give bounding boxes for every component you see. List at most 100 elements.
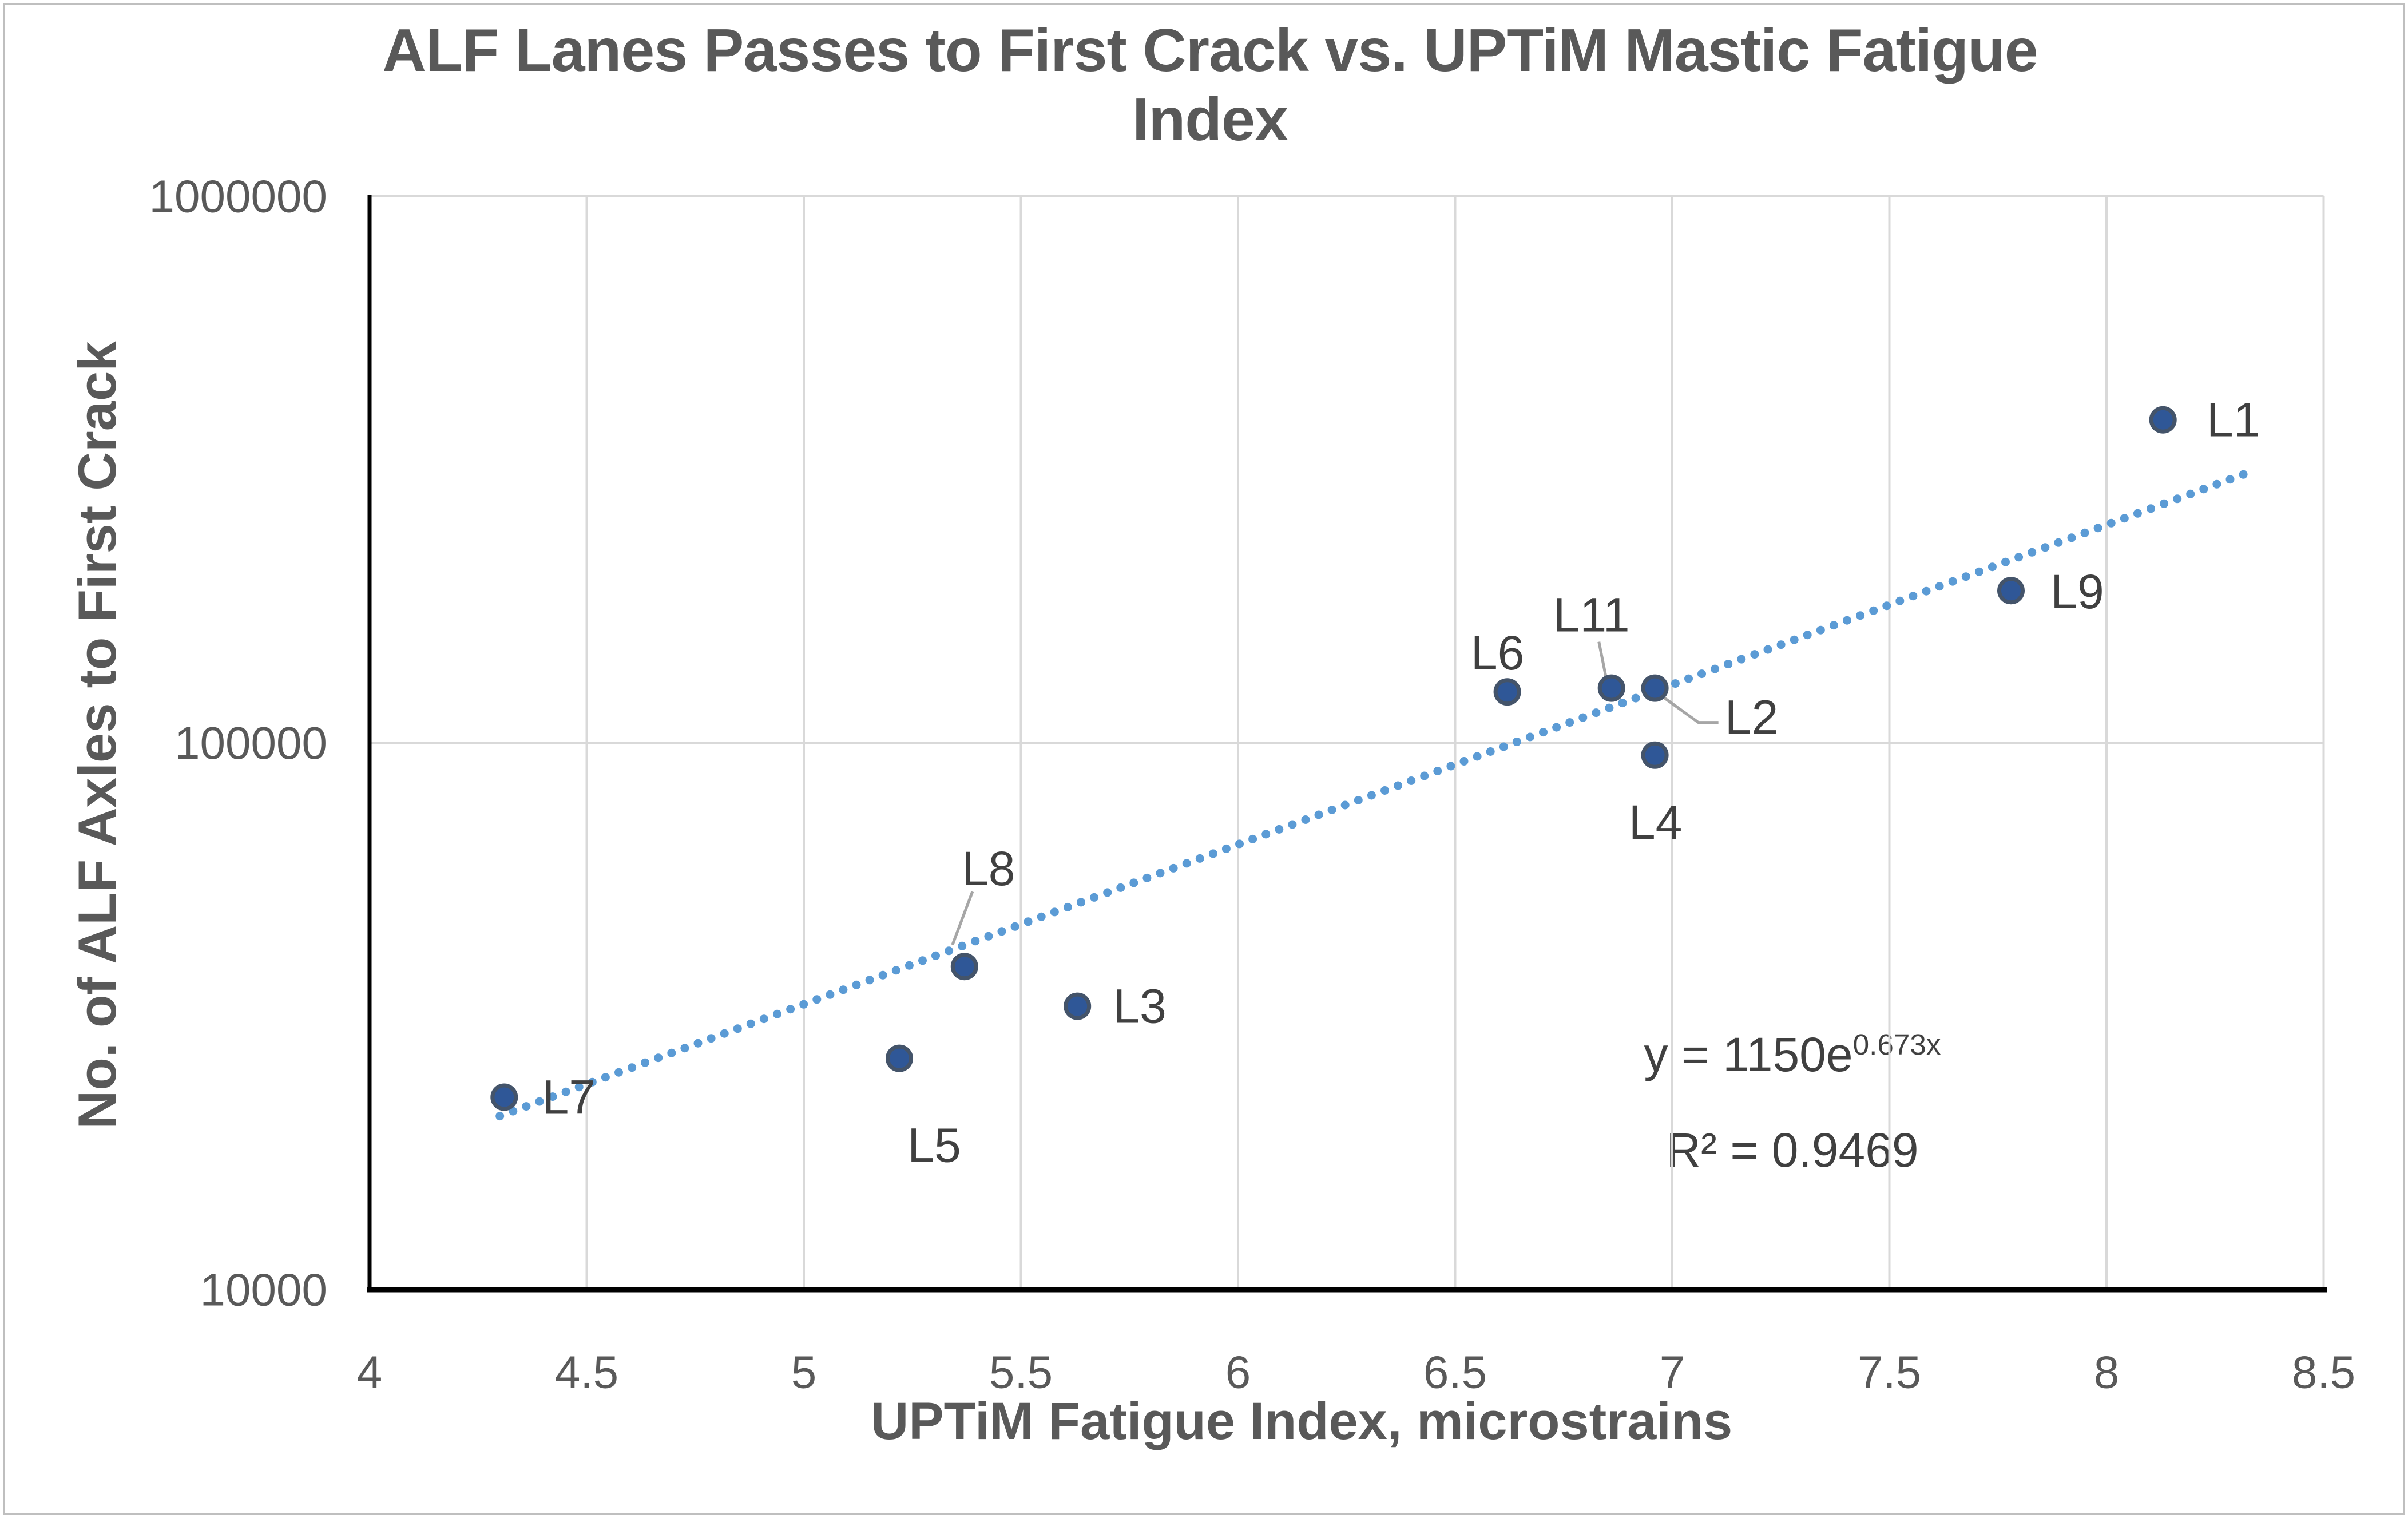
trendline-dot xyxy=(865,976,874,985)
equation-exponent: 0.673x xyxy=(1852,1028,1941,1061)
x-tick-label: 7 xyxy=(1660,1347,1685,1398)
point-label-l3: L3 xyxy=(1113,980,1166,1033)
trendline-dot xyxy=(574,1083,584,1092)
trendline-dot xyxy=(918,956,927,965)
x-tick-label: 8 xyxy=(2094,1347,2120,1398)
trendline-dot xyxy=(693,1039,703,1048)
trendline-dot xyxy=(997,927,1006,936)
trendline-dot xyxy=(1129,878,1138,887)
trendline-dot xyxy=(1499,742,1508,751)
trendline-dot xyxy=(1327,806,1336,814)
trendline-dot xyxy=(773,1009,781,1018)
trendline-dot xyxy=(1565,718,1574,727)
y-tick-label: 10000 xyxy=(200,1265,327,1315)
y-tick-label: 100000 xyxy=(174,718,327,768)
trendline-dot xyxy=(1552,723,1561,732)
trendline-dot xyxy=(1895,596,1905,605)
data-point-l8 xyxy=(950,953,978,981)
trendline-dot xyxy=(1340,800,1350,810)
trendline-dot xyxy=(2028,548,2037,557)
trendline-dot xyxy=(614,1068,623,1077)
trendline-dot xyxy=(1050,907,1059,917)
chart-title: ALF Lanes Passes to First Crack vs. UPTi… xyxy=(382,17,2038,153)
trendline-dot xyxy=(680,1044,689,1053)
trendline-dot xyxy=(746,1019,755,1028)
trendline-dot xyxy=(1961,572,1970,581)
trendline-dot xyxy=(1711,664,1720,673)
trendline-dot xyxy=(1090,893,1099,902)
label-leader-line-l2 xyxy=(1659,693,1719,724)
trendline-dot xyxy=(878,970,887,980)
point-label-l1: L1 xyxy=(2207,393,2260,447)
trendline-dot xyxy=(1750,650,1759,659)
trendline-dot xyxy=(1882,601,1891,611)
trendline-dot xyxy=(1843,616,1851,625)
trendline-dot xyxy=(1156,869,1165,878)
data-point-l7 xyxy=(490,1083,518,1111)
trendline-dot xyxy=(561,1087,570,1096)
x-tick-label: 4 xyxy=(357,1347,383,1398)
trendline-dot xyxy=(1407,776,1416,785)
trendline-dot xyxy=(1394,781,1403,790)
trendline-dot xyxy=(720,1029,729,1038)
trendline-dot xyxy=(958,941,967,950)
trendline-dot xyxy=(2199,485,2208,494)
trendline-dot xyxy=(1288,820,1297,829)
trendline-dot xyxy=(1724,660,1733,669)
trendline-dot xyxy=(1195,854,1204,863)
trendline-dot xyxy=(548,1092,557,1101)
trendline-dot xyxy=(891,966,900,975)
trendline-dot xyxy=(2133,509,2142,518)
trendline-dot xyxy=(1512,738,1521,746)
trendline-dot xyxy=(2067,533,2076,542)
trendline-dot xyxy=(1354,796,1363,804)
trendline-dot xyxy=(1235,839,1244,849)
trendline-dot xyxy=(1578,713,1588,722)
trendline-dot xyxy=(1010,922,1019,931)
trendline-dot xyxy=(1367,791,1376,800)
trendline-dot xyxy=(1169,863,1178,873)
trendline-dot xyxy=(1116,883,1125,892)
data-point-l5 xyxy=(886,1044,913,1072)
trendline-equation: y = 1150e0.673x xyxy=(1506,1027,2078,1083)
trendline-dot xyxy=(654,1053,663,1063)
trendline-dot xyxy=(931,951,940,960)
y-tick-label: 1000000 xyxy=(149,171,327,222)
x-tick-label: 6.5 xyxy=(1423,1347,1487,1398)
trendline-dot xyxy=(1816,625,1825,635)
trendline-dot xyxy=(2014,553,2024,562)
equation-base: y = 1150e xyxy=(1644,1028,1853,1081)
x-axis-title: UPTiM Fatigue Index, microstrains xyxy=(870,1392,1733,1450)
trendline-dot xyxy=(826,990,835,999)
trendline-dot xyxy=(733,1024,742,1033)
trendline-dot xyxy=(786,1005,795,1014)
trendline-dot xyxy=(1208,849,1217,858)
data-point-l11 xyxy=(1597,674,1625,702)
data-point-l6 xyxy=(1493,678,1521,706)
trendline-dot xyxy=(2001,557,2010,566)
trendline-dot xyxy=(2093,524,2102,533)
trendline-dot xyxy=(1684,674,1693,683)
trendline-dot xyxy=(1803,631,1812,640)
trendline-dot xyxy=(522,1102,531,1111)
trendline-dot xyxy=(984,932,993,941)
trendline-dot xyxy=(1486,747,1495,756)
trendline-dot xyxy=(535,1097,544,1106)
trendline-dot xyxy=(1024,917,1033,926)
trendline-dot xyxy=(1473,752,1482,761)
trendline-dot xyxy=(1671,679,1680,688)
trendline-dot xyxy=(1869,606,1878,615)
trendline-dot xyxy=(1142,873,1152,882)
r-squared-label: R² = 0.9469 xyxy=(1666,1123,1919,1177)
trendline-dot xyxy=(1261,830,1271,839)
data-point-l3 xyxy=(1064,992,1092,1020)
trendline-dot xyxy=(1275,825,1284,834)
point-label-l8: L8 xyxy=(962,842,1015,895)
trendline-dot xyxy=(1037,912,1046,921)
label-leader-line-l8 xyxy=(951,891,974,946)
trendline-dot xyxy=(1856,611,1865,620)
x-tick-label: 6 xyxy=(1225,1347,1251,1398)
trendline-dot xyxy=(1459,757,1469,766)
trendline-dot xyxy=(1539,728,1548,737)
